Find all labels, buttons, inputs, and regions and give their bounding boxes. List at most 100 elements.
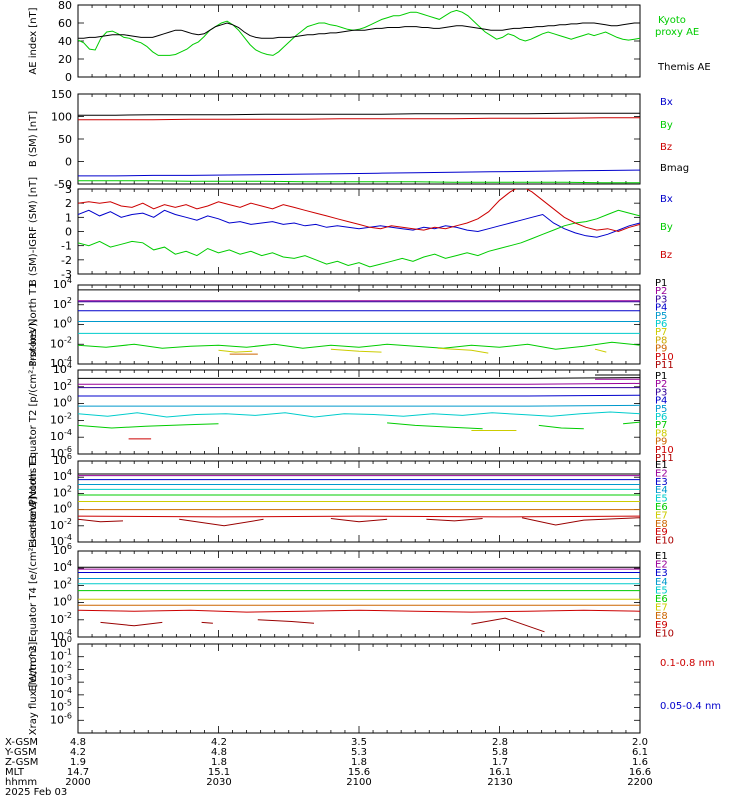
y-tick-label: 50 <box>58 133 72 146</box>
series-bz <box>78 189 640 233</box>
ephemeris-row-label: Y-GSM <box>4 747 37 758</box>
y-tick-label: 10-6 <box>50 711 72 726</box>
legend-p10: P10 <box>655 352 674 363</box>
ephemeris-value: 1.8 <box>211 757 227 768</box>
series-by <box>78 209 640 268</box>
legend-p2: P2 <box>655 379 667 390</box>
ephemeris-value: 16.6 <box>629 767 651 778</box>
ephemeris-row-label: 2025 Feb 03 <box>5 787 67 798</box>
ephemeris-value: 5.8 <box>492 747 508 758</box>
y-tick-label: 100 <box>53 395 72 410</box>
y-tick-label: 10-4 <box>50 533 72 548</box>
legend-p4: P4 <box>655 396 667 407</box>
ephemeris-value: 2.0 <box>632 737 648 748</box>
series-p7-segment <box>218 349 253 353</box>
y-axis-label: AE index [nT] <box>28 7 39 74</box>
ephemeris-value: 16.1 <box>489 767 511 778</box>
y-tick-label: 0 <box>65 156 72 169</box>
y-tick-label: 10-2 <box>50 660 72 675</box>
legend-p3: P3 <box>655 387 667 398</box>
legend-e9: E9 <box>655 527 668 538</box>
legend-p6: P6 <box>655 319 667 330</box>
series-e9 <box>78 515 640 518</box>
legend-by: By <box>660 120 673 131</box>
y-axis-label: Protons Equator T2 [p/(cm²-s-sr-keV)] <box>28 319 39 506</box>
series-p7-segment <box>387 422 483 430</box>
legend-p11: P11 <box>655 453 674 464</box>
y-axis-label: Electrons North T3 <box>28 455 39 548</box>
legend-themis-ae: Themis AE <box>657 62 711 73</box>
y-tick-label: 104 <box>53 559 72 574</box>
ephemeris-value: 1.8 <box>351 757 367 768</box>
ephemeris-value: 3.5 <box>351 737 367 748</box>
series-bz <box>78 117 640 121</box>
panel-2: -50 0 50 100 150 B (SM) [nT] Bx By Bz Bmag <box>28 88 689 191</box>
legend-e1: E1 <box>655 460 668 471</box>
plot-frame <box>77 643 641 734</box>
legend-e8: E8 <box>655 519 668 530</box>
panel-3: -3-2-10 123 B (SM)-IGRF (SM) [nT] Bx By Bz <box>28 177 673 286</box>
series-e10-segment <box>201 621 213 624</box>
legend-p1: P1 <box>655 278 667 289</box>
series-p4 <box>78 394 640 397</box>
legend-p5: P5 <box>655 404 667 415</box>
plot-frame <box>77 284 641 365</box>
legend-p6: P6 <box>655 412 667 423</box>
y-tick-label: 10-2 <box>50 335 72 350</box>
y-tick-label: 40 <box>58 35 72 48</box>
ephemeris-value: 4.8 <box>70 737 86 748</box>
series-p7-segment <box>330 348 382 353</box>
series-p7-segment <box>538 424 584 430</box>
ephemeris-value: 14.7 <box>67 767 89 778</box>
ephemeris-value: 15.6 <box>348 767 370 778</box>
y-tick-label: 100 <box>53 635 72 650</box>
y-axis-label: Xray flux [W/m^2] <box>28 642 39 736</box>
legend-e10: E10 <box>655 628 674 639</box>
legend-p9: P9 <box>655 437 667 448</box>
series-bx <box>78 209 640 238</box>
legend-bx: Bx <box>660 194 673 205</box>
y-tick-label: 10-3 <box>50 673 72 688</box>
ephemeris-value: 4.2 <box>70 747 86 758</box>
series-themis-ae <box>78 22 640 39</box>
y-tick-label: 0 <box>65 71 72 84</box>
plot-frame <box>77 93 641 185</box>
y-tick-label: -1 <box>61 240 72 253</box>
y-tick-label: 10-4 <box>50 428 72 443</box>
y-tick-label: 104 <box>53 361 72 376</box>
ephemeris-value: 2100 <box>346 777 371 788</box>
series-e10-segment <box>330 518 388 523</box>
ephemeris-row-label: X-GSM <box>5 737 38 748</box>
legend-kyoto-proxy-ae: Kyoto proxy AE <box>655 15 699 38</box>
y-tick-label: -50 <box>54 178 72 191</box>
legend-0-05-0-4-nm: 0.05-0.4 nm <box>660 701 721 712</box>
legend-p1: P1 <box>655 371 667 382</box>
y-tick-label: 20 <box>58 53 72 66</box>
ephemeris-value: 1.7 <box>492 757 508 768</box>
y-tick-label: 0 <box>65 226 72 239</box>
ephemeris-value: 2200 <box>627 777 652 788</box>
y-tick-label: 104 <box>53 276 72 291</box>
series-p2 <box>78 382 640 385</box>
y-tick-label: 150 <box>51 88 72 101</box>
series-e10-segment <box>471 617 545 633</box>
ephemeris-value: 6.1 <box>632 747 648 758</box>
ephemeris-value: 1.6 <box>632 757 648 768</box>
legend-p4: P4 <box>655 303 667 314</box>
series-kyoto-proxy-ae <box>78 9 640 56</box>
y-tick-label: 10-4 <box>50 628 72 643</box>
series-p6 <box>78 411 640 418</box>
series-p9 <box>78 341 640 350</box>
legend-by: By <box>660 222 673 233</box>
series-e9 <box>78 609 640 613</box>
ephemeris-row-label: MLT <box>5 767 25 778</box>
y-tick-label: 106 <box>53 452 72 467</box>
legend-e5: E5 <box>655 585 668 596</box>
legend-p2: P2 <box>655 286 667 297</box>
